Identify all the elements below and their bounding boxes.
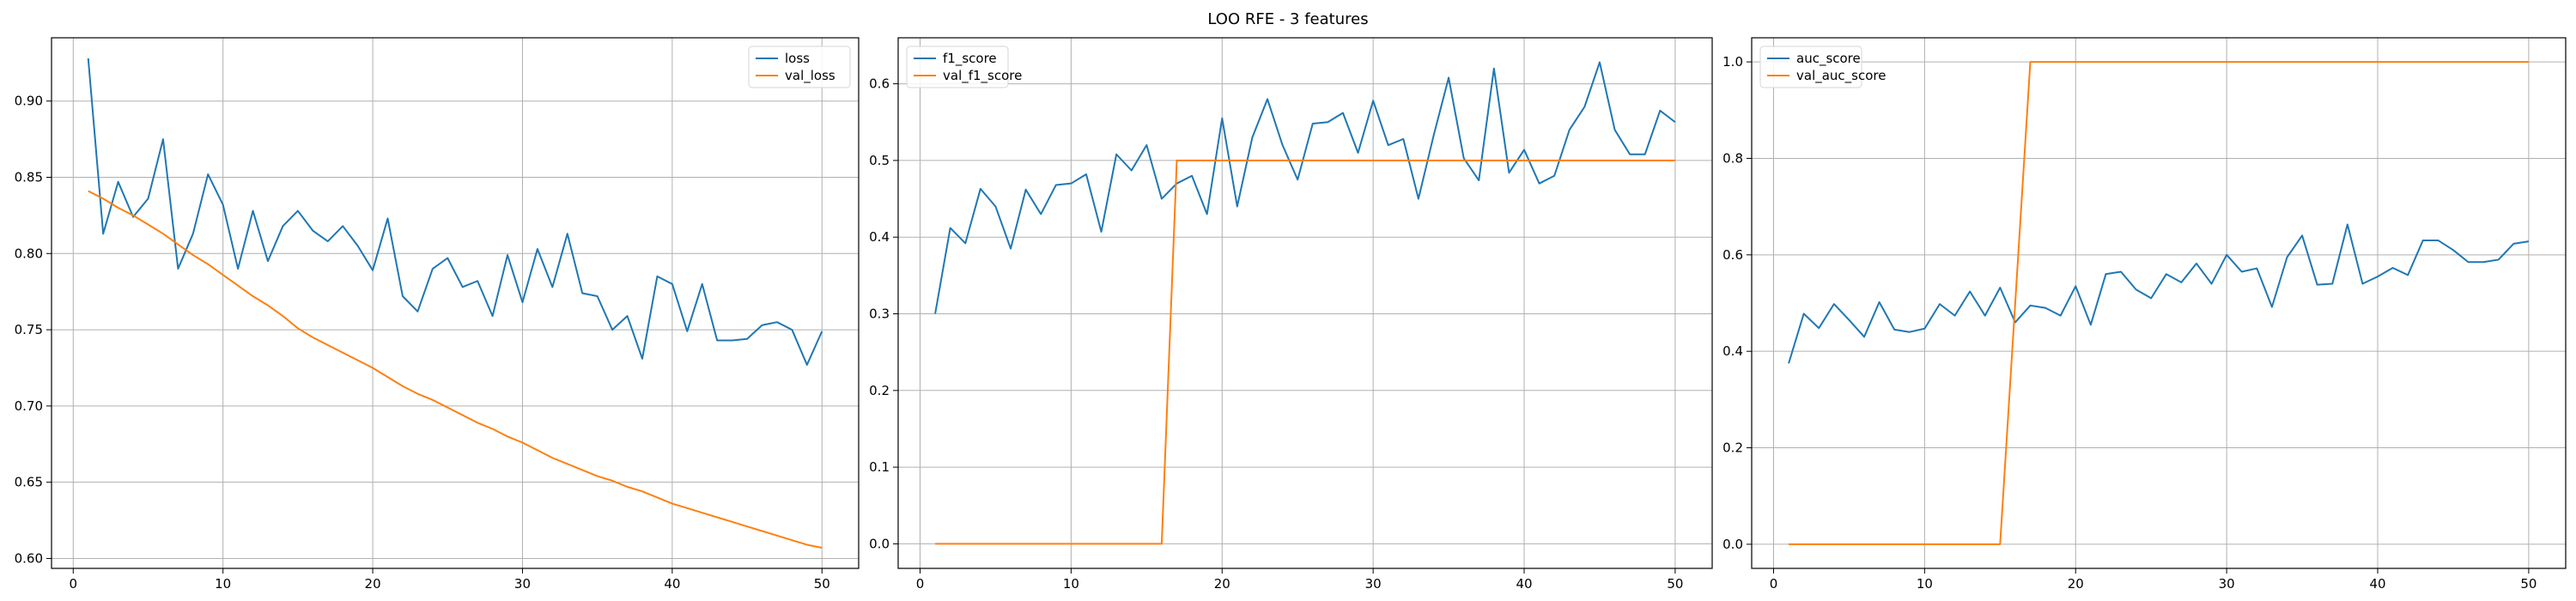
x-tick-label: 10	[215, 576, 231, 592]
y-tick-label: 0.3	[869, 307, 890, 322]
y-tick-label: 0.5	[869, 153, 890, 168]
x-tick-label: 0	[916, 576, 925, 592]
y-tick-label: 0.90	[15, 94, 43, 109]
y-tick-label: 0.65	[15, 475, 43, 490]
axes-frame	[1751, 37, 2567, 569]
x-tick-label: 30	[1365, 576, 1382, 592]
y-tick-label: 0.1	[869, 459, 890, 475]
x-tick-label: 30	[514, 576, 531, 592]
x-tick-label: 20	[2068, 576, 2084, 592]
x-tick-label: 40	[2369, 576, 2385, 592]
y-tick-label: 1.0	[1722, 54, 1743, 70]
y-tick-label: 0.2	[869, 383, 890, 398]
y-tick-label: 0.2	[1722, 440, 1743, 456]
x-tick-label: 30	[2219, 576, 2235, 592]
axes-frame	[897, 37, 1713, 569]
series-line-loss	[87, 58, 823, 366]
y-tick-label: 0.6	[1722, 247, 1743, 263]
chart-panel-3: 0 10 20 30 40 50 0.0 0.2 0.4 0.6 0.8 1.0 auc_scoreva…	[1722, 37, 2567, 592]
legend-label-val_loss: val_loss	[785, 68, 835, 84]
y-tick-label: 0.85	[15, 169, 43, 185]
y-tick-label: 0.0	[1722, 537, 1743, 552]
x-tick-label: 10	[1063, 576, 1079, 592]
charts-container: 0 10 20 30 40 500.600.650.700.750.800.850.90l…	[15, 37, 2567, 592]
y-tick-label: 0.70	[15, 398, 43, 414]
figure-suptitle: LOO RFE - 3 features	[1207, 10, 1368, 28]
legend-box	[748, 46, 851, 88]
x-tick-label: 50	[814, 576, 830, 592]
legend-label-val_f1_score: val_f1_score	[943, 68, 1022, 84]
series-line-auc_score	[1788, 223, 2530, 364]
x-tick-label: 20	[365, 576, 381, 592]
x-tick-label: 0	[1770, 576, 1778, 592]
y-tick-label: 0.6	[869, 76, 890, 92]
x-tick-label: 50	[2520, 576, 2537, 592]
x-tick-label: 40	[1516, 576, 1532, 592]
legend-label-auc_score: auc_score	[1796, 51, 1861, 67]
axes-frame	[51, 37, 860, 569]
series-line-val_auc_score	[1789, 61, 2529, 545]
series-line-val_f1_score	[935, 159, 1675, 545]
legend-label-f1_score: f1_score	[943, 51, 997, 67]
legend-box	[906, 46, 1009, 88]
legend-box	[1759, 46, 1862, 88]
series-line-f1_score	[934, 61, 1676, 314]
y-tick-label: 0.8	[1722, 150, 1743, 166]
legend-label-loss: loss	[785, 51, 810, 66]
legend-label-val_auc_score: val_auc_score	[1796, 68, 1886, 84]
legend: loss val_loss	[748, 46, 851, 88]
x-tick-label: 40	[664, 576, 680, 592]
chart-panel-1: 0 10 20 30 40 50 0.60 0.65 0.70 0.75 0.80 0.85 0.90 l…	[15, 37, 860, 592]
series-line-val_loss	[88, 190, 823, 549]
x-tick-label: 0	[70, 576, 78, 592]
y-tick-label: 0.80	[15, 246, 43, 261]
x-tick-label: 10	[1917, 576, 1933, 592]
chart-panel-2: 0 10 20 30 40 50 0.0 0.1 0.2 0.3 0.4 0.5 0.6 f1_score…	[869, 37, 1713, 592]
y-tick-label: 0.4	[1722, 343, 1743, 359]
y-tick-label: 0.75	[15, 322, 43, 337]
y-tick-label: 0.60	[15, 550, 43, 566]
x-tick-label: 20	[1214, 576, 1230, 592]
y-tick-label: 0.4	[869, 229, 890, 245]
y-tick-label: 0.0	[869, 536, 890, 551]
x-tick-label: 50	[1667, 576, 1683, 592]
